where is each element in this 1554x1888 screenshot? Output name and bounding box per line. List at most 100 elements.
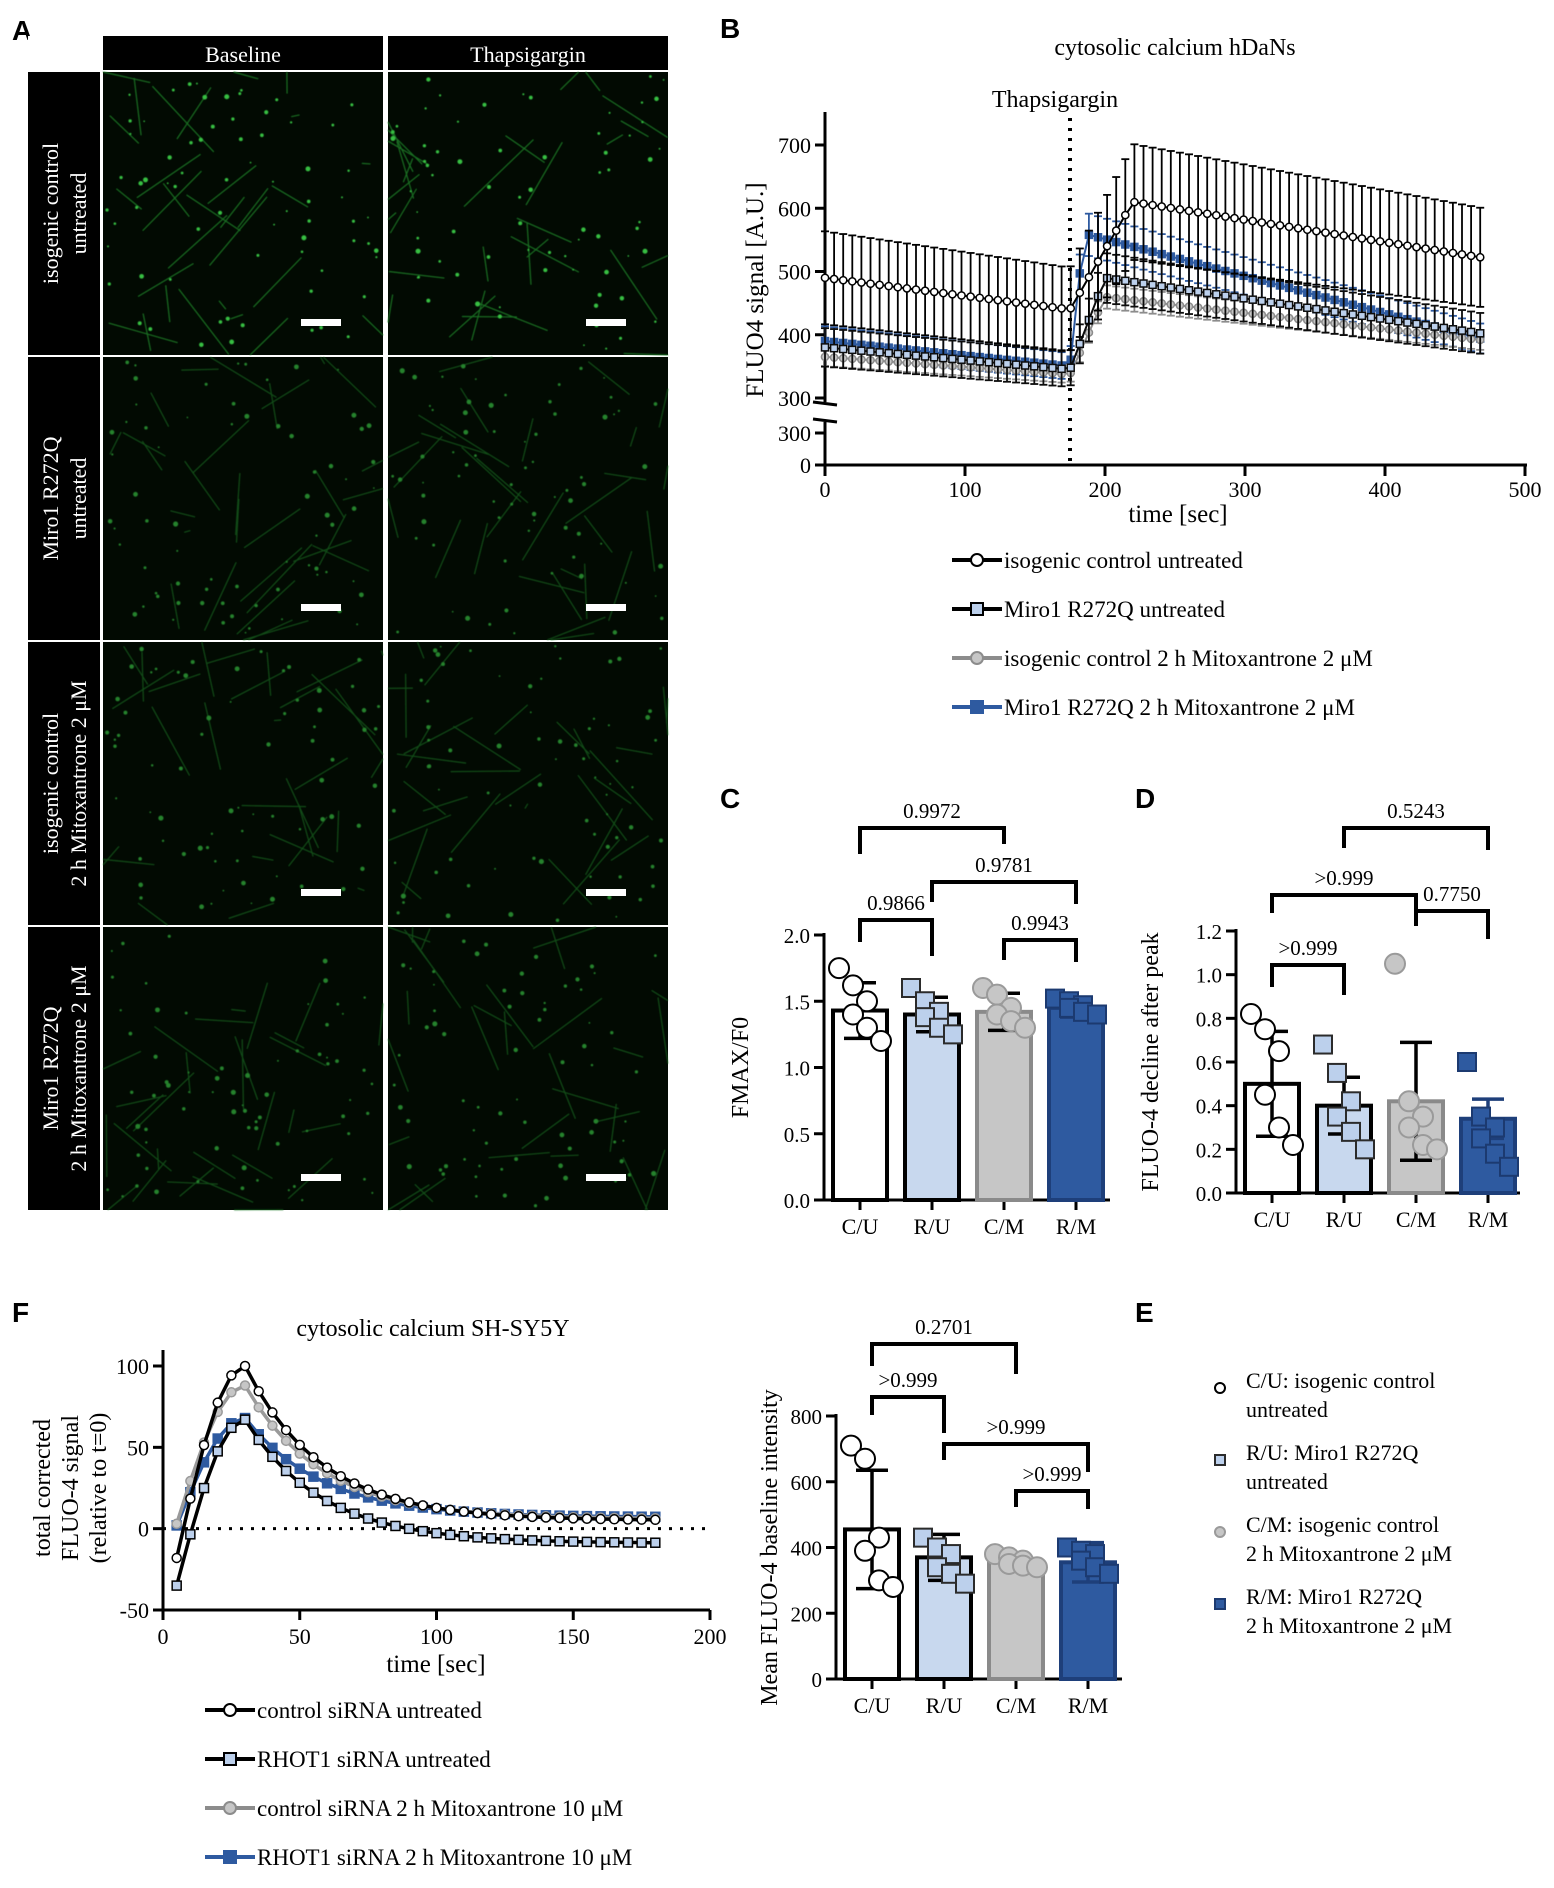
soma-dot	[276, 424, 280, 428]
y-tick-label: 400	[791, 1537, 823, 1561]
soma-dot	[156, 595, 159, 598]
legend-marker	[971, 701, 983, 713]
soma-dot	[582, 482, 586, 486]
soma-dot	[367, 423, 372, 428]
data-point	[885, 350, 892, 357]
soma-dot	[187, 417, 189, 419]
chart-title: cytosolic calcium hDaNs	[1054, 35, 1295, 61]
bracket-line	[932, 882, 1076, 904]
x-tick-label: C/U	[1254, 1207, 1291, 1232]
x-tick-label: R/M	[1056, 1214, 1096, 1239]
data-point	[1340, 310, 1347, 317]
soma-dot	[532, 857, 535, 860]
data-point	[418, 1501, 427, 1510]
data-point	[1140, 280, 1147, 287]
soma-dot	[138, 181, 143, 186]
soma-dot	[477, 1106, 480, 1109]
data-point	[268, 1408, 277, 1417]
data-point	[651, 1538, 660, 1547]
soma-dot	[532, 461, 534, 463]
soma-dot	[264, 110, 268, 114]
soma-dot	[111, 950, 113, 952]
data-point	[227, 1388, 236, 1397]
soma-dot	[416, 237, 419, 240]
micrograph-image	[388, 357, 668, 640]
y-tick-label: 2.0	[784, 924, 810, 948]
soma-dot	[276, 588, 280, 592]
data-point	[295, 1440, 304, 1449]
data-point	[596, 1515, 605, 1524]
soma-dot	[245, 632, 247, 634]
soma-dot	[206, 846, 209, 849]
soma-dot	[244, 363, 247, 366]
soma-dot	[241, 881, 246, 886]
soma-dot	[423, 160, 426, 163]
soma-dot	[144, 1128, 148, 1132]
data-point	[459, 1507, 468, 1516]
p-value-label: >0.999	[878, 1368, 937, 1392]
x-tick-label: 150	[557, 1624, 590, 1649]
soma-dot	[132, 612, 137, 617]
legend-label: control siRNA 2 h Mitoxantrone 10 μM	[257, 1796, 623, 1821]
y-tick-label: 1.0	[784, 1057, 810, 1081]
soma-dot	[474, 454, 477, 457]
soma-dot	[564, 526, 568, 530]
p-value-label: >0.999	[986, 1415, 1045, 1439]
soma-dot	[230, 614, 234, 618]
soma-dot	[301, 250, 304, 253]
soma-dot	[449, 858, 453, 862]
data-point	[200, 1484, 209, 1493]
soma-dot	[323, 978, 328, 983]
soma-dot	[530, 711, 532, 713]
soma-dot	[276, 875, 278, 877]
soma-dot	[593, 1119, 598, 1124]
data-point	[985, 295, 992, 302]
data-point	[282, 1466, 291, 1475]
soma-dot	[166, 1083, 171, 1088]
soma-dot	[121, 1195, 123, 1197]
soma-dot	[341, 196, 343, 198]
soma-dot	[508, 1005, 512, 1009]
soma-dot	[258, 1115, 262, 1119]
soma-dot	[260, 133, 264, 137]
soma-dot	[391, 130, 395, 134]
soma-dot	[119, 543, 121, 545]
soma-dot	[585, 819, 589, 823]
soma-dot	[487, 255, 491, 259]
soma-dot	[473, 1129, 475, 1131]
data-point	[1313, 306, 1320, 313]
data-point	[967, 357, 974, 364]
y-tick-label: 0.4	[1196, 1095, 1223, 1119]
data-point	[227, 1371, 236, 1380]
data-point	[1100, 1565, 1118, 1583]
soma-dot	[392, 809, 396, 813]
data-point	[213, 1434, 222, 1443]
soma-dot	[522, 93, 524, 95]
soma-dot	[609, 783, 611, 785]
data-point	[1431, 246, 1438, 253]
data-point	[1404, 242, 1411, 249]
soma-dot	[237, 807, 239, 809]
soma-dot	[462, 939, 466, 943]
soma-dot	[604, 151, 608, 155]
soma-dot	[360, 867, 364, 871]
data-point	[1269, 1118, 1289, 1138]
soma-dot	[529, 96, 533, 100]
y-tick-label: 0.8	[1196, 1007, 1222, 1031]
data-point	[1094, 258, 1101, 265]
legend-label: R/M: Miro1 R272Q	[1246, 1584, 1422, 1609]
soma-dot	[129, 133, 131, 135]
bracket-line	[1272, 965, 1344, 995]
soma-dot	[331, 758, 335, 762]
panel-b-chart: cytosolic calcium hDaNsThapsigargin30040…	[742, 35, 1542, 528]
soma-dot	[597, 132, 600, 135]
soma-dot	[639, 898, 642, 901]
soma-dot	[219, 320, 223, 324]
data-point	[1349, 233, 1356, 240]
soma-dot	[434, 871, 438, 875]
data-point	[1422, 322, 1429, 329]
x-tick-label: 300	[1229, 477, 1262, 502]
soma-dot	[475, 951, 480, 956]
